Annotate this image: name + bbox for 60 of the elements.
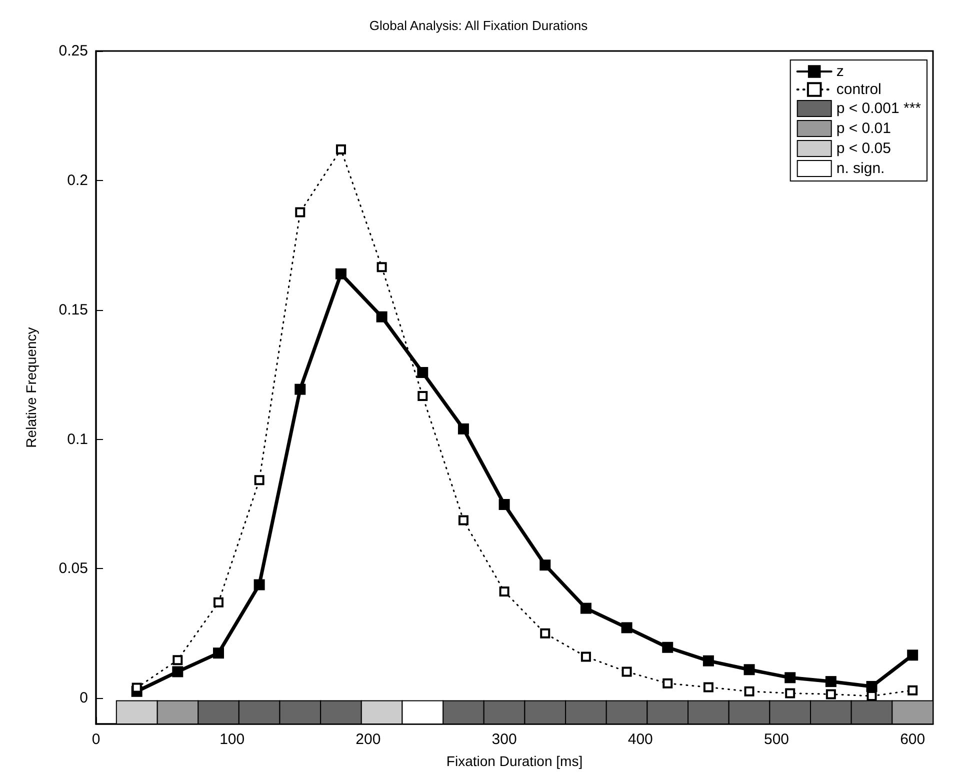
point <box>212 648 224 659</box>
point <box>335 268 346 280</box>
x-tick-label: 400 <box>628 731 653 748</box>
x-tick-label: 0 <box>92 731 100 748</box>
legend-label: p < 0.05 <box>836 140 891 157</box>
point <box>254 579 265 590</box>
point <box>785 688 796 698</box>
point <box>703 682 714 692</box>
x-tick-label: 300 <box>492 731 517 748</box>
legend-label: p < 0.001 *** <box>836 100 922 117</box>
point <box>662 642 674 653</box>
y-tick-label: 0.25 <box>58 42 88 60</box>
point <box>744 686 754 696</box>
point <box>376 311 388 322</box>
point <box>744 664 755 676</box>
point <box>580 652 591 662</box>
point <box>498 499 510 510</box>
legend-label: control <box>836 81 882 98</box>
legend-label: p < 0.01 <box>836 120 891 137</box>
x-tick-label: 600 <box>900 731 926 748</box>
point <box>172 666 184 678</box>
point <box>580 602 592 614</box>
x-tick-label: 200 <box>356 731 381 748</box>
y-tick-label: 0.15 <box>58 301 88 318</box>
point <box>417 366 428 378</box>
point <box>172 655 183 666</box>
point <box>621 622 632 634</box>
point <box>622 666 632 677</box>
x-tick-label: 500 <box>764 731 790 748</box>
y-axis-title: Relative Frequency <box>23 327 39 448</box>
chart-title: Global Analysis: All Fixation Durations <box>369 18 588 33</box>
point <box>826 689 836 700</box>
point <box>458 423 469 434</box>
point <box>336 144 346 154</box>
point <box>254 475 264 486</box>
point <box>295 207 306 218</box>
point <box>458 515 468 526</box>
point <box>907 650 918 661</box>
y-tick-label: 0.05 <box>58 560 88 578</box>
point <box>866 680 878 692</box>
y-tick-label: 0 <box>80 690 88 707</box>
point <box>825 676 836 688</box>
point <box>376 262 387 272</box>
legend-label: n. sign. <box>836 160 885 177</box>
point <box>294 384 306 395</box>
point <box>866 691 877 702</box>
point <box>540 628 550 638</box>
point <box>418 391 428 402</box>
point <box>499 586 510 596</box>
y-tick-label: 0.2 <box>67 172 88 189</box>
x-axis-title: Fixation Duration [ms] <box>446 753 583 769</box>
legend-label: z <box>836 63 844 80</box>
point <box>540 560 551 571</box>
point <box>213 597 224 608</box>
point <box>702 655 714 666</box>
y-tick-label: 0.1 <box>67 430 88 448</box>
point <box>908 685 918 696</box>
x-tick-label: 100 <box>220 731 245 748</box>
point <box>784 672 796 684</box>
point <box>662 678 673 688</box>
